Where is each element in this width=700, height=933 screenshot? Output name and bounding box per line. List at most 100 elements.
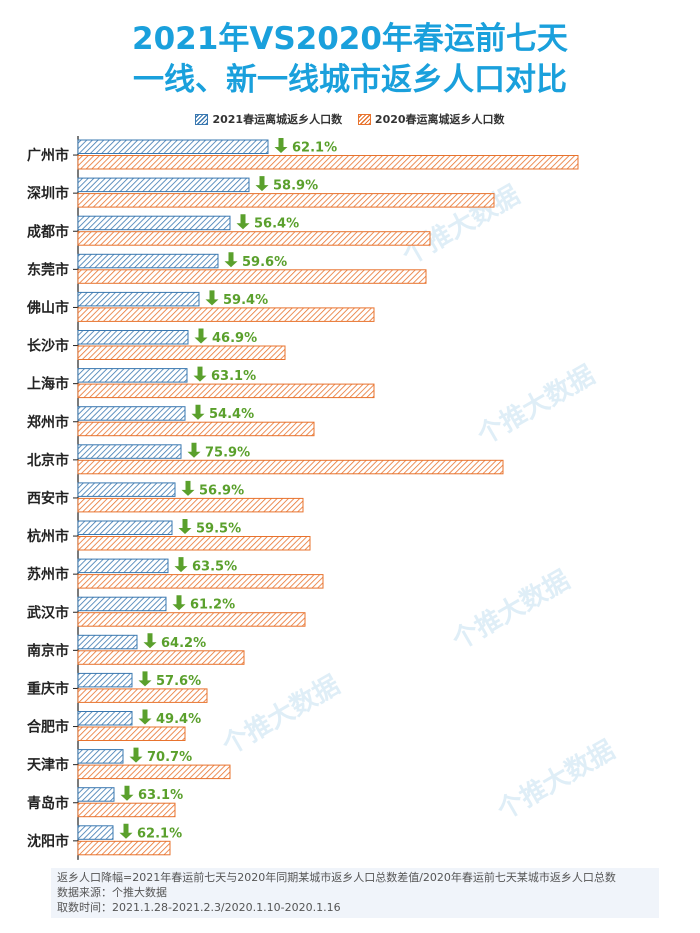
chart-title-line1: 2021年VS2020年春运前七天 xyxy=(132,21,568,57)
bar-2021 xyxy=(77,520,173,535)
category-label: 佛山市 xyxy=(26,299,69,316)
bar-2020 xyxy=(77,459,504,475)
footer-notes: 返乡人口降幅=2021年春运前七天与2020年同期某城市返乡人口总数差值/202… xyxy=(51,868,659,918)
drop-percent-label: 70.7% xyxy=(147,750,192,765)
bar-2020 xyxy=(77,307,375,322)
bar-2020 xyxy=(77,688,208,703)
category-label: 沈阳市 xyxy=(27,833,69,850)
bar-2020 xyxy=(77,155,579,170)
category-label: 苏州市 xyxy=(27,566,69,583)
drop-arrow-icon xyxy=(193,366,207,382)
drop-arrow-icon xyxy=(120,785,134,801)
category-label: 重庆市 xyxy=(27,680,69,697)
bar-2020 xyxy=(77,650,245,665)
legend-swatch-2020 xyxy=(357,113,371,125)
bar-2020 xyxy=(77,726,186,741)
bar-2021 xyxy=(77,672,133,688)
bar-2021 xyxy=(77,291,200,307)
bar-2020 xyxy=(77,497,304,513)
drop-arrow-icon xyxy=(178,519,192,534)
bar-2020 xyxy=(77,574,324,589)
drop-arrow-icon xyxy=(224,252,238,268)
drop-arrow-icon xyxy=(181,480,195,496)
drop-percent-label: 64.2% xyxy=(161,636,206,651)
drop-percent-label: 46.9% xyxy=(212,331,257,346)
bar-2020 xyxy=(77,764,231,780)
bar-2021 xyxy=(77,368,188,383)
bar-2021 xyxy=(77,215,231,231)
drop-percent-label: 63.5% xyxy=(192,560,237,575)
category-label: 青岛市 xyxy=(27,795,69,812)
drop-percent-label: 61.2% xyxy=(190,598,235,613)
bar-2020 xyxy=(77,231,431,246)
bar-2021 xyxy=(77,825,114,840)
drop-arrow-icon xyxy=(138,671,152,687)
bar-2021 xyxy=(77,711,133,726)
drop-arrow-icon xyxy=(143,633,157,649)
category-label: 广州市 xyxy=(27,147,69,164)
bar-2020 xyxy=(77,345,286,360)
drop-arrow-icon xyxy=(129,747,143,763)
bar-2021 xyxy=(77,177,250,193)
legend-label-2020: 2020春运离城返乡人口数 xyxy=(374,113,505,126)
bar-2020 xyxy=(77,193,495,208)
category-label: 西安市 xyxy=(27,490,69,507)
category-label: 武汉市 xyxy=(27,604,69,621)
category-label: 北京市 xyxy=(27,452,69,469)
bar-2020 xyxy=(77,383,375,399)
category-label: 郑州市 xyxy=(27,414,69,431)
drop-arrow-icon xyxy=(236,214,250,230)
drop-percent-label: 49.4% xyxy=(156,712,201,727)
bar-2020 xyxy=(77,421,315,437)
bar-2021 xyxy=(77,253,219,269)
drop-percent-label: 54.4% xyxy=(209,407,254,422)
drop-arrow-icon xyxy=(205,290,219,306)
category-label: 天津市 xyxy=(27,757,69,774)
drop-arrow-icon xyxy=(174,557,188,573)
bar-2020 xyxy=(77,840,171,856)
bar-2021 xyxy=(77,330,189,345)
category-label: 上海市 xyxy=(27,376,69,393)
bar-2021 xyxy=(77,558,169,574)
drop-arrow-icon xyxy=(191,404,205,420)
bar-2021 xyxy=(77,749,124,764)
bar-2020 xyxy=(77,536,311,551)
drop-arrow-icon xyxy=(187,442,201,458)
drop-arrow-icon xyxy=(274,138,288,153)
bar-2021 xyxy=(77,139,269,154)
legend-item-2020: 2020春运离城返乡人口数 xyxy=(357,111,505,127)
drop-percent-label: 58.9% xyxy=(273,179,318,194)
bar-2021 xyxy=(77,634,138,650)
drop-percent-label: 59.5% xyxy=(196,522,241,537)
drop-percent-label: 62.1% xyxy=(137,826,182,841)
bar-2020 xyxy=(77,269,427,284)
bar-2020 xyxy=(77,612,306,627)
category-label: 长沙市 xyxy=(27,338,69,355)
drop-percent-label: 56.4% xyxy=(254,217,299,232)
drop-arrow-icon xyxy=(119,823,133,839)
legend: 2021春运离城返乡人口数 2020春运离城返乡人口数 xyxy=(0,111,700,128)
footer-source: 数据来源：个推大数据 xyxy=(57,886,167,899)
bar-2021 xyxy=(77,596,167,612)
drop-percent-label: 75.9% xyxy=(205,445,250,460)
bar-2021 xyxy=(77,444,182,459)
drop-arrow-icon xyxy=(172,595,186,611)
legend-swatch-2021 xyxy=(195,113,209,125)
footer-formula: 返乡人口降幅=2021年春运前七天与2020年同期某城市返乡人口总数差值/202… xyxy=(57,871,616,884)
drop-arrow-icon xyxy=(194,328,208,344)
drop-percent-label: 62.1% xyxy=(292,141,337,156)
drop-percent-label: 56.9% xyxy=(199,483,244,498)
category-label: 成都市 xyxy=(27,223,69,240)
footer-period: 取数时间：2021.1.28-2021.2.3/2020.1.10-2020.1… xyxy=(57,901,341,914)
bar-2020 xyxy=(77,802,176,818)
drop-percent-label: 63.1% xyxy=(138,788,183,803)
legend-label-2021: 2021春运离城返乡人口数 xyxy=(212,113,343,126)
category-label: 南京市 xyxy=(27,642,69,659)
drop-arrow-icon xyxy=(255,176,269,192)
drop-percent-label: 59.4% xyxy=(223,293,268,308)
category-label: 东莞市 xyxy=(27,261,69,278)
bar-2021 xyxy=(77,406,186,421)
chart-title-line2: 一线、新一线城市返乡人口对比 xyxy=(133,62,567,98)
bar-2021 xyxy=(77,482,176,497)
